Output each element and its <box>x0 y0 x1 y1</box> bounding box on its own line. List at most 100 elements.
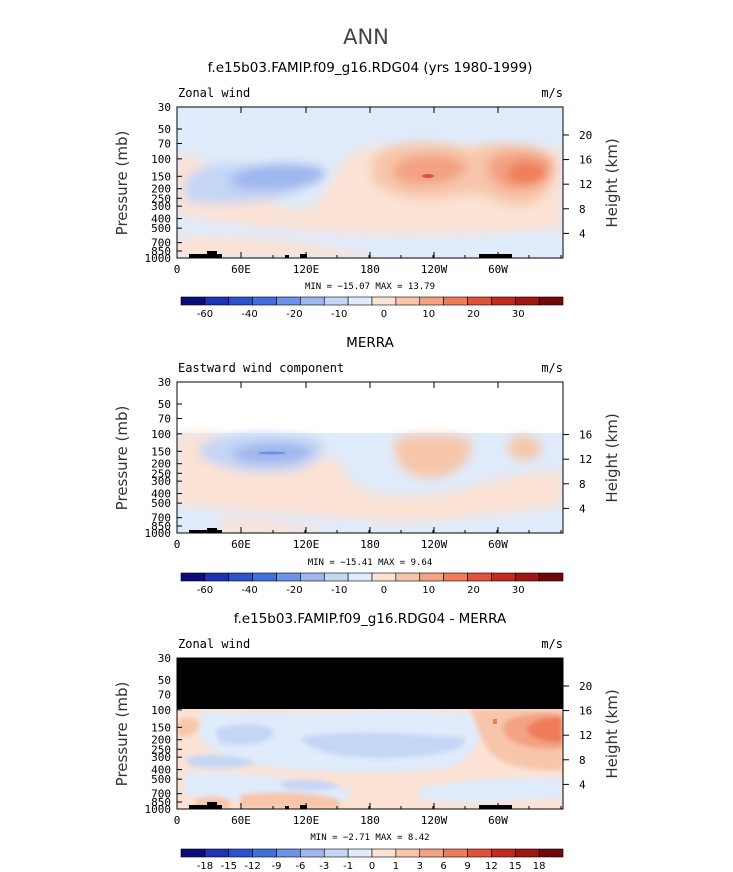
colorbar-swatch <box>467 296 492 306</box>
y-right-tick-label: 4 <box>579 227 586 240</box>
units-label: m/s <box>541 637 563 651</box>
x-tick-label: 60E <box>231 538 251 551</box>
units-label: m/s <box>541 86 563 100</box>
y-tick-label: 100 <box>151 704 171 717</box>
variable-label: Zonal wind <box>178 86 250 100</box>
topography <box>189 528 222 533</box>
colorbar: -18 -15 -12 -9 -6 -3 -1 0 1 3 6 9 12 15 18 <box>180 848 564 872</box>
colorbar-label: 20 <box>467 585 480 596</box>
negative-region <box>280 779 340 791</box>
colorbar-swatch <box>300 572 325 582</box>
y-tick-label: 1000 <box>145 803 172 816</box>
topography <box>189 251 512 258</box>
x-tick-label: 120W <box>421 263 448 276</box>
y-tick-label: 500 <box>151 497 171 510</box>
y-right-tick-label: 8 <box>579 754 586 767</box>
colorbar-swatch <box>371 572 397 582</box>
y-tick-label: 30 <box>158 101 171 114</box>
colorbar-label: -10 <box>331 309 347 320</box>
colorbar-label: -20 <box>286 309 302 320</box>
colorbar: -60 -40 -20 -10 0 10 20 30 <box>180 572 564 596</box>
y-tick-label: 300 <box>151 475 171 488</box>
y-right-axis-label: Height (km) <box>603 689 621 778</box>
contour-field <box>177 658 563 809</box>
y-right-tick-label: 4 <box>579 502 586 515</box>
y-right-tick-label: 16 <box>579 154 592 167</box>
x-tick-label: 60W <box>488 538 508 551</box>
colorbar-label: 10 <box>422 585 435 596</box>
colorbar-swatch <box>204 296 230 306</box>
y-tick-label: 200 <box>151 734 171 747</box>
colorbar-label: 1 <box>393 861 399 872</box>
y-tick-label: 70 <box>158 412 171 425</box>
panel-model: f.e15b03.FAMIP.f09_g16.RDG04 (yrs 1980-1… <box>113 60 621 320</box>
stats-label: MIN = −2.71 MAX = 8.42 <box>310 833 429 843</box>
page-title: ANN <box>343 25 389 49</box>
y-right-tick-label: 8 <box>579 478 586 491</box>
positive-region <box>220 518 330 533</box>
colorbar-label: -1 <box>343 861 353 872</box>
x-tick-label: 60E <box>231 814 251 827</box>
colorbar-label: -40 <box>241 309 257 320</box>
x-tick-label: 120W <box>421 538 448 551</box>
colorbar-label: 12 <box>485 861 498 872</box>
y-right-tick-label: 12 <box>579 729 592 742</box>
contour-field <box>177 382 563 533</box>
colorbar-swatch <box>323 848 349 858</box>
y-tick-label: 70 <box>158 688 171 701</box>
y-tick-label: 200 <box>151 458 171 471</box>
y-tick-label: 400 <box>151 764 171 777</box>
colorbar-swatch <box>395 848 421 858</box>
y-tick-label: 150 <box>151 721 171 734</box>
y-tick-label: 500 <box>151 773 171 786</box>
missing-data-region <box>177 658 563 709</box>
colorbar-swatch <box>443 296 468 306</box>
colorbar-swatch <box>395 296 421 306</box>
colorbar-label: 30 <box>512 585 525 596</box>
colorbar-swatch <box>252 848 277 858</box>
units-label: m/s <box>541 361 563 375</box>
y-tick-label: 500 <box>151 222 171 235</box>
x-tick-label: 60W <box>488 263 508 276</box>
stats-label: MIN = −15.07 MAX = 13.79 <box>305 282 435 292</box>
colorbar-swatch <box>323 296 349 306</box>
colorbar-label: 0 <box>381 309 387 320</box>
colorbar-label: -40 <box>241 585 257 596</box>
y-tick-label: 100 <box>151 153 171 166</box>
y-tick-label: 250 <box>151 467 171 480</box>
topography <box>189 802 512 809</box>
colorbar-label: 9 <box>464 861 470 872</box>
y-right-axis-label: Height (km) <box>603 413 621 502</box>
positive-region <box>508 435 542 460</box>
y-tick-label: 70 <box>158 137 171 150</box>
negative-region <box>185 755 255 769</box>
colorbar-swatch <box>419 848 444 858</box>
variable-label: Eastward wind component <box>178 361 344 375</box>
contour-field <box>177 107 563 258</box>
colorbar-label: -10 <box>331 585 347 596</box>
y-tick-label: 700 <box>151 237 171 250</box>
x-tick-label: 120E <box>293 538 320 551</box>
y-tick-label: 1000 <box>145 527 172 540</box>
colorbar-swatch <box>300 296 325 306</box>
colorbar-swatch <box>204 572 230 582</box>
y-tick-label: 400 <box>151 213 171 226</box>
x-tick-label: 120E <box>293 814 320 827</box>
colorbar-label: 30 <box>512 309 525 320</box>
colorbar-swatch <box>252 296 277 306</box>
negative-region <box>420 777 563 803</box>
y-right-tick-label: 20 <box>579 129 592 142</box>
y-tick-label: 50 <box>158 674 171 687</box>
y-tick-label: 850 <box>151 796 171 809</box>
colorbar-swatch <box>467 572 492 582</box>
y-tick-label: 700 <box>151 512 171 525</box>
y-tick-label: 50 <box>158 123 171 136</box>
y-tick-label: 30 <box>158 376 171 389</box>
y-axis-label: Pressure (mb) <box>113 406 131 511</box>
y-tick-label: 100 <box>151 428 171 441</box>
colorbar-swatch <box>252 572 277 582</box>
positive-region <box>394 434 471 478</box>
axes: 0 60E 120E 180 120W 60W3050701001502002503004… <box>145 101 593 276</box>
y-tick-label: 300 <box>151 200 171 213</box>
